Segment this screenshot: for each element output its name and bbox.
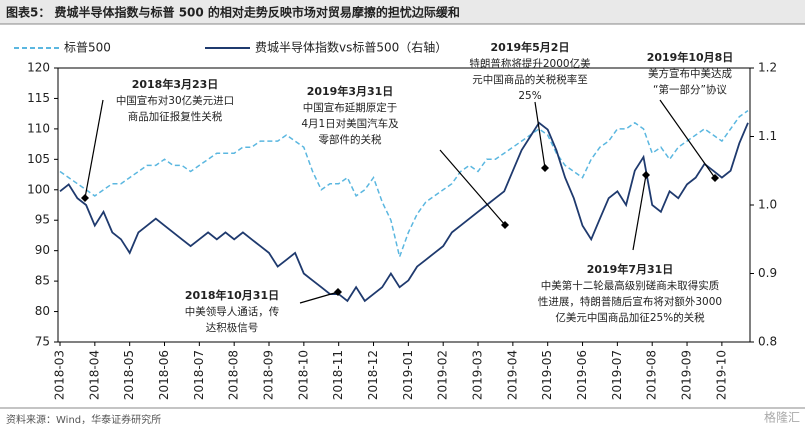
annotation-marker — [81, 194, 89, 202]
annotation-date: 2019年7月31日 — [587, 262, 674, 276]
y2-tick-label: 1.1 — [758, 129, 777, 143]
annotation-marker — [642, 171, 650, 179]
annotation-date: 2019年10月8日 — [647, 50, 734, 64]
x-tick-label: 2018-09 — [262, 350, 276, 400]
x-tick-label: 2019-01 — [401, 350, 415, 400]
y2-tick-label: 1.0 — [758, 198, 777, 212]
annotation-text: 中美领导人通话，传 — [185, 305, 280, 318]
annotation-text: 商品加征报复性关税 — [128, 110, 223, 123]
y-tick-label: 80 — [35, 304, 50, 318]
y2-tick-label: 0.8 — [758, 335, 777, 349]
annotation-text: 中美第十二轮最高级别磋商未取得实质 — [541, 279, 720, 292]
annotation-date: 2018年3月23日 — [132, 77, 219, 91]
annotation-text: 亿美元中国商品加征25%的关税 — [555, 311, 705, 324]
annotation-text: 中国宣布延期原定于 — [303, 101, 398, 114]
y-tick-label: 75 — [35, 335, 50, 349]
annotation-text: “第一部分”协议 — [653, 83, 727, 96]
source: 资料来源：Wind，华泰证券研究所 — [6, 413, 161, 426]
chart-title: 图表5： 费城半导体指数与标普 500 的相对走势反映市场对贸易摩擦的担忧边际缓… — [6, 5, 460, 20]
y2-tick-label: 0.9 — [758, 266, 777, 280]
x-tick-label: 2019-03 — [471, 350, 485, 400]
y-tick-label: 85 — [35, 274, 50, 288]
watermark: 格隆汇 — [764, 410, 800, 425]
x-tick-label: 2019-04 — [505, 350, 519, 400]
annotation-text: 达积极信号 — [206, 321, 259, 334]
legend-label: 标普500 — [64, 41, 111, 55]
y-tick-label: 120 — [27, 61, 50, 75]
x-tick-label: 2018-06 — [157, 350, 171, 400]
y-tick-label: 95 — [35, 213, 50, 227]
annotation-text: 特朗普称将提升2000亿美 — [469, 57, 591, 70]
title-band — [0, 0, 805, 24]
x-tick-label: 2019-06 — [575, 350, 589, 400]
x-tick-label: 2018-04 — [87, 350, 101, 400]
annotation-arrow — [84, 99, 104, 199]
x-tick-label: 2019-08 — [645, 350, 659, 400]
annotation-date: 2019年3月31日 — [307, 84, 394, 98]
y-tick-label: 115 — [27, 91, 50, 105]
series-line — [59, 109, 749, 260]
series-line — [59, 121, 749, 303]
annotation-text: 元中国商品的关税税率至 — [472, 73, 588, 86]
x-tick-label: 2018-07 — [192, 350, 206, 400]
annotation-date: 2018年10月31日 — [185, 288, 279, 302]
x-tick-label: 2018-08 — [227, 350, 241, 400]
annotation-marker — [334, 288, 342, 296]
y2-tick-label: 1.2 — [758, 61, 777, 75]
annotation-text: 中国宣布对30亿美元进口 — [116, 94, 234, 107]
annotation-text: 4月1日对美国汽车及 — [301, 117, 399, 130]
annotation-text: 性进展，特朗普随后宣布将对额外3000 — [538, 295, 722, 308]
x-tick-label: 2018-11 — [331, 350, 345, 400]
annotation-arrow — [534, 101, 546, 169]
y-tick-label: 105 — [27, 152, 50, 166]
x-tick-label: 2019-07 — [610, 350, 624, 400]
x-tick-label: 2019-05 — [540, 350, 554, 400]
x-tick-label: 2018-12 — [366, 350, 380, 400]
x-tick-label: 2019-02 — [436, 350, 450, 400]
y-tick-label: 110 — [27, 121, 50, 135]
annotation-date: 2019年5月2日 — [491, 40, 570, 54]
annotation-marker — [541, 164, 549, 172]
x-tick-label: 2019-09 — [680, 350, 694, 400]
x-tick-label: 2018-10 — [296, 350, 310, 400]
annotation-text: 零部件的关税 — [319, 133, 382, 146]
annotation-text: 25% — [518, 90, 541, 102]
x-tick-label: 2019-10 — [714, 350, 728, 400]
y-tick-label: 90 — [35, 243, 50, 257]
x-tick-label: 2018-05 — [122, 350, 136, 400]
annotation-marker — [501, 221, 509, 229]
x-tick-label: 2018-03 — [53, 350, 67, 400]
legend-label: 费城半导体指数vs标普500（右轴） — [255, 40, 447, 55]
annotation-marker — [711, 174, 719, 182]
y-tick-label: 100 — [27, 182, 50, 196]
annotation-arrow — [659, 99, 716, 179]
annotation-arrow — [632, 174, 647, 251]
annotation-text: 美方宣布中美达成 — [648, 67, 732, 80]
annotation-arrow — [299, 291, 339, 304]
annotation-arrow — [439, 149, 506, 226]
